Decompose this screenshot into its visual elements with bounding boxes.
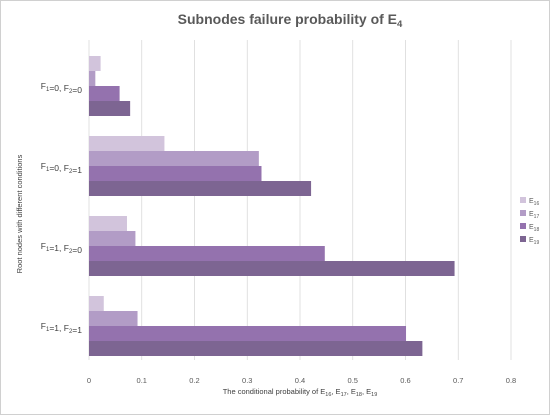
x-axis-label: The conditional probability of E16, E17,… <box>223 387 378 398</box>
x-tick-label: 0.2 <box>189 376 199 385</box>
bar-e17-1 <box>89 71 96 86</box>
bar-e18-1 <box>89 86 120 101</box>
grid-layer <box>88 40 512 360</box>
legend-label-e19: E19 <box>529 237 539 246</box>
bar-e19-1 <box>89 101 131 116</box>
x-tick-label: 0.3 <box>242 376 252 385</box>
category-label: F1=0, F2=0 <box>41 81 82 95</box>
bar-e17-3 <box>89 231 136 246</box>
x-axis-ticks: 0 0.1 0.2 0.3 0.4 0.5 0.6 0.7 0.8 <box>87 376 516 385</box>
x-tick-label: 0.7 <box>453 376 463 385</box>
x-tick-label: 0 <box>87 376 91 385</box>
x-tick-label: 0.5 <box>348 376 358 385</box>
bar-e18-4 <box>89 326 407 341</box>
legend-label-e18: E18 <box>529 224 539 233</box>
legend-swatch-e18 <box>520 223 526 229</box>
x-tick-label: 0.4 <box>295 376 305 385</box>
category-label: F1=0, F2=1 <box>41 161 82 175</box>
bar-e17-4 <box>89 311 138 326</box>
bar-e19-2 <box>89 181 312 196</box>
category-labels: F1=0, F2=0 F1=0, F2=1 F1=1, F2=0 F1=1, F2=1 <box>41 81 82 335</box>
x-tick-label: 0.8 <box>506 376 516 385</box>
legend-label-e16: E16 <box>529 198 539 207</box>
legend-label-e17: E17 <box>529 211 539 220</box>
y-axis-label: Root nodes with different conditions <box>15 154 24 273</box>
category-label: F1=1, F2=0 <box>41 241 82 255</box>
bar-e16-3 <box>89 216 127 231</box>
bar-e16-4 <box>89 296 104 311</box>
category-label: F1=1, F2=1 <box>41 321 82 335</box>
legend-swatch-e16 <box>520 197 526 203</box>
chart-title: Subnodes failure probability of E4 <box>178 11 403 30</box>
bar-e19-4 <box>89 341 423 356</box>
bar-e17-2 <box>89 151 259 166</box>
legend-swatch-e17 <box>520 210 526 216</box>
bars-layer <box>89 56 455 356</box>
x-tick-label: 0.6 <box>400 376 410 385</box>
bar-e18-2 <box>89 166 262 181</box>
bar-e16-1 <box>89 56 101 71</box>
x-tick-label: 0.1 <box>137 376 147 385</box>
legend-swatch-e19 <box>520 236 526 242</box>
bar-e19-3 <box>89 261 455 276</box>
bar-e18-3 <box>89 246 325 261</box>
legend: E16 E17 E18 E19 <box>520 197 539 246</box>
bar-e16-2 <box>89 136 165 151</box>
